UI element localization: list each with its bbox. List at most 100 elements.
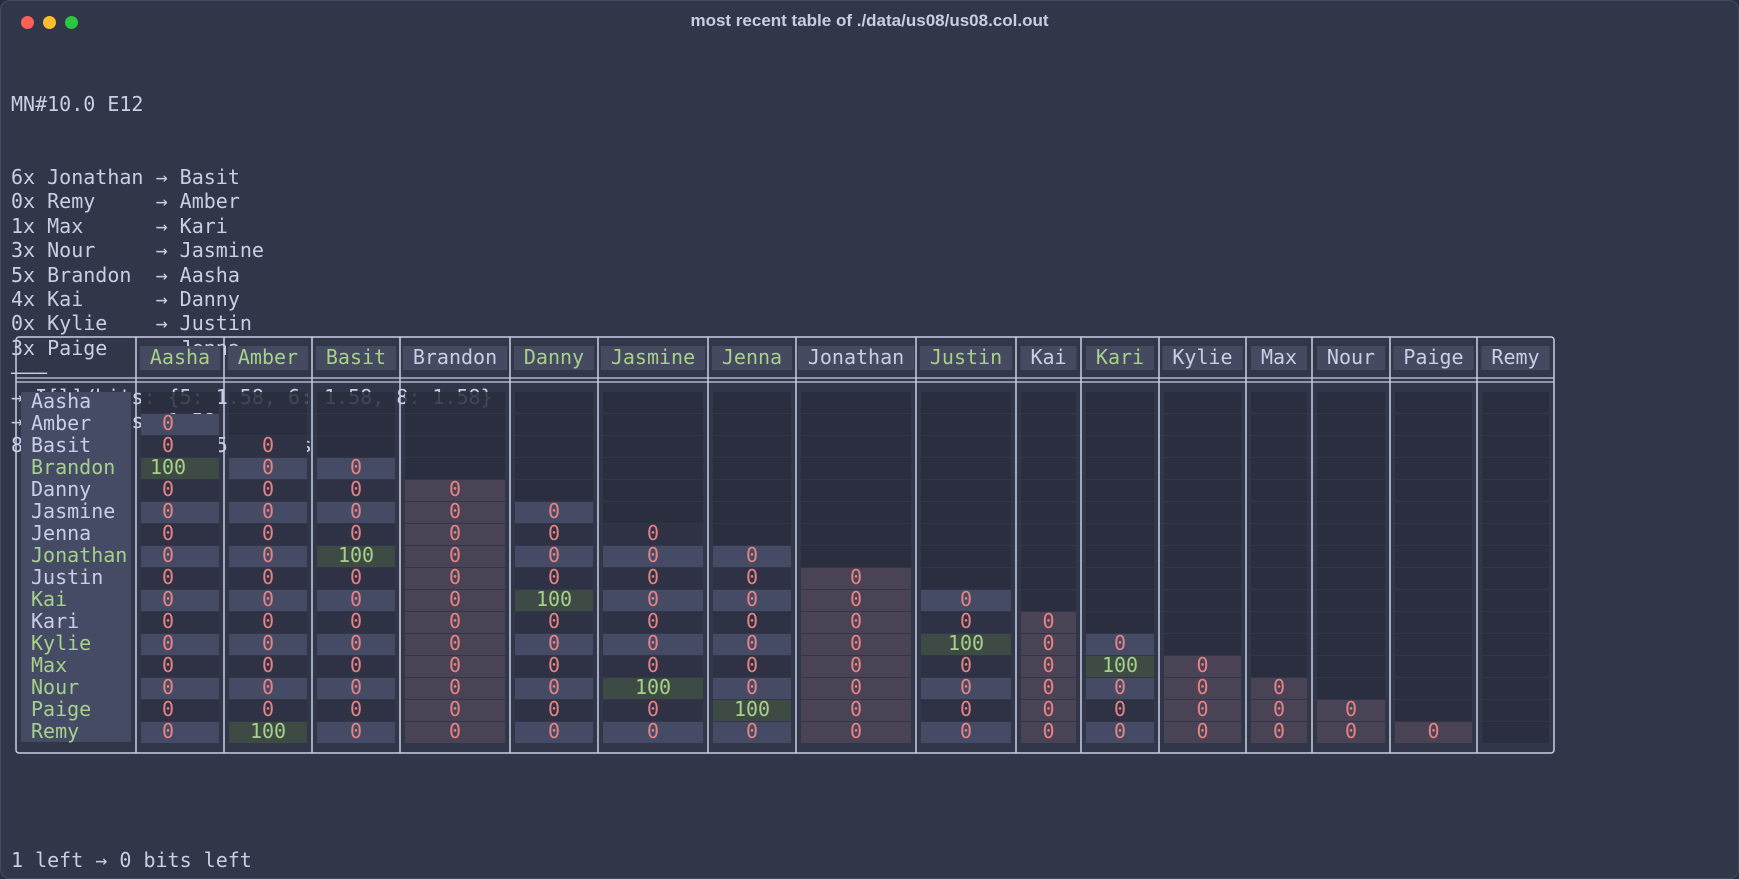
cell-value-zero: 0 — [1273, 675, 1285, 699]
zoom-button[interactable] — [65, 16, 78, 29]
table-cell — [801, 634, 911, 655]
cell-value-zero: 0 — [548, 565, 560, 589]
table-cell — [801, 656, 911, 677]
cell-value-zero: 0 — [449, 477, 461, 501]
row-label-jasmine: Jasmine — [31, 499, 115, 523]
close-button[interactable] — [21, 16, 34, 29]
pairing-count: 0x — [11, 189, 36, 214]
table-cell — [317, 524, 395, 545]
table-cell — [921, 480, 1011, 501]
table-cell — [921, 612, 1011, 633]
pairing-from: Kai — [47, 286, 84, 311]
pairing-to: Aasha — [179, 262, 240, 287]
table-cell — [1317, 612, 1385, 633]
arrow-icon: → — [155, 311, 168, 336]
cell-value-zero: 0 — [548, 521, 560, 545]
table-cell — [1021, 678, 1076, 699]
table-cell — [1086, 546, 1154, 567]
table-cell — [603, 590, 703, 611]
table-cell — [405, 700, 505, 721]
cell-value-zero: 0 — [746, 609, 758, 633]
pairing-line: 5x Brandon → Aasha — [11, 263, 493, 287]
cell-value-zero: 0 — [548, 543, 560, 567]
table-cell — [603, 524, 703, 545]
table-cell — [1164, 458, 1241, 479]
cell-value-zero: 0 — [350, 719, 362, 743]
pairing-from: Remy — [47, 189, 96, 214]
minimize-button[interactable] — [43, 16, 56, 29]
table-cell — [603, 436, 703, 457]
table-cell — [603, 612, 703, 633]
column-header-nour: Nour — [1327, 345, 1375, 369]
table-cell — [229, 612, 307, 633]
table-cell — [1317, 722, 1385, 743]
table-cell — [1021, 634, 1076, 655]
cell-value-zero: 0 — [262, 675, 274, 699]
window-title: most recent table of ./data/us08/us08.co… — [690, 11, 1049, 30]
table-cell — [801, 436, 911, 457]
table-cell — [1021, 524, 1076, 545]
table-cell — [1395, 612, 1472, 633]
cell-value-zero: 0 — [960, 609, 972, 633]
column-header-bg — [513, 346, 595, 370]
column-header-jonathan: Jonathan — [808, 345, 904, 369]
cell-value-zero: 0 — [350, 565, 362, 589]
table-cell — [1251, 414, 1307, 435]
cell-value-zero: 0 — [1114, 697, 1126, 721]
table-cell — [515, 546, 593, 567]
row-label-justin: Justin — [31, 565, 103, 589]
arrow-icon: → — [155, 238, 168, 263]
cell-value-hundred: 100 — [150, 455, 186, 479]
cell-value-zero: 0 — [850, 653, 862, 677]
table-cell — [515, 722, 593, 743]
table-cell — [1395, 700, 1472, 721]
table-cell — [1086, 458, 1154, 479]
arrow-icon: → — [155, 213, 168, 238]
table-cell — [229, 458, 307, 479]
table-cell — [1251, 524, 1307, 545]
cell-value-zero: 0 — [449, 609, 461, 633]
table-cell — [921, 590, 1011, 611]
cell-value-zero: 0 — [350, 631, 362, 655]
cell-value-zero: 0 — [548, 631, 560, 655]
table-cell — [921, 634, 1011, 655]
column-header-kai: Kai — [1030, 345, 1066, 369]
table-cell — [515, 700, 593, 721]
table-cell — [229, 700, 307, 721]
table-cell — [1251, 568, 1307, 589]
table-cell — [1164, 480, 1241, 501]
cell-value-zero: 0 — [262, 543, 274, 567]
column-header-max: Max — [1261, 345, 1297, 369]
table-cell — [1164, 502, 1241, 523]
cell-value-zero: 0 — [1042, 675, 1054, 699]
table-cell — [1164, 546, 1241, 567]
cell-value-zero: 0 — [350, 521, 362, 545]
row-label-brandon: Brandon — [31, 455, 115, 479]
table-cell — [713, 546, 791, 567]
cell-value-zero: 0 — [1345, 719, 1357, 743]
cell-value-zero: 0 — [1114, 675, 1126, 699]
pairing-to: Kari — [179, 213, 228, 238]
cell-value-zero: 0 — [1042, 653, 1054, 677]
cell-value-hundred: 100 — [338, 543, 374, 567]
cell-value-zero: 0 — [350, 499, 362, 523]
cell-value-zero: 0 — [449, 543, 461, 567]
cell-value-zero: 0 — [1042, 719, 1054, 743]
table-cell — [405, 480, 505, 501]
table-cell — [317, 568, 395, 589]
table-cell — [1086, 590, 1154, 611]
table-cell — [1395, 414, 1472, 435]
pairing-line: 0x Remy → Amber — [11, 189, 493, 213]
row-label-max: Max — [31, 653, 67, 677]
cell-value-zero: 0 — [746, 719, 758, 743]
table-cell — [801, 678, 911, 699]
table-cell — [713, 678, 791, 699]
table-cell — [1482, 590, 1549, 611]
table-cell — [1164, 568, 1241, 589]
table-cell — [713, 502, 791, 523]
table-cell — [1164, 678, 1241, 699]
pairing-from: Kylie — [47, 311, 108, 336]
table-cell — [1317, 480, 1385, 501]
pairing-from: Nour — [47, 238, 96, 263]
table-cell — [1086, 524, 1154, 545]
